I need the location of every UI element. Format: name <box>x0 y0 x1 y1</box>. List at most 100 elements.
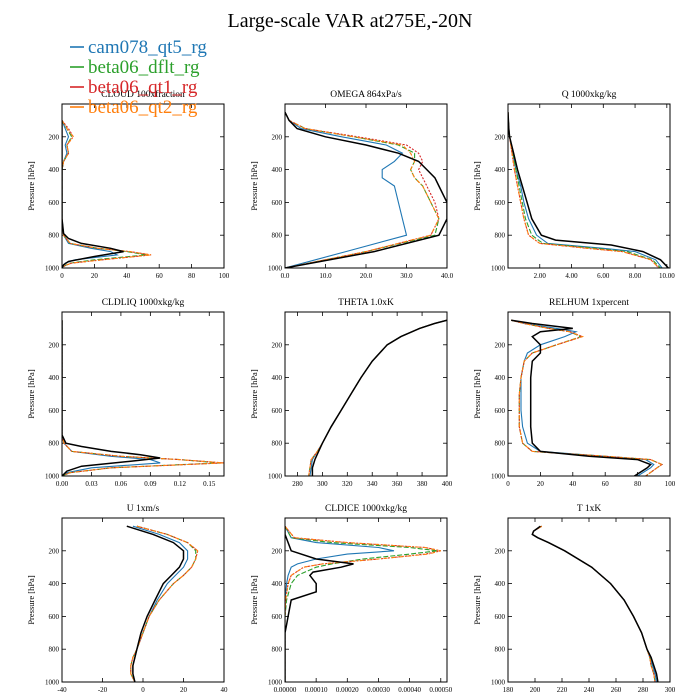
series-line-4 <box>62 120 152 268</box>
series-line-2 <box>531 525 656 682</box>
series-line-4 <box>308 319 447 476</box>
panel-title: CLDICE 1000xkg/kg <box>325 504 407 514</box>
series-line-1 <box>531 525 658 682</box>
y-tick-label: 200 <box>495 133 506 141</box>
x-tick-label: 0.00020 <box>336 686 359 694</box>
y-tick-label: 600 <box>272 199 283 207</box>
x-tick-label: 0.06 <box>115 480 128 488</box>
x-tick-label: 0.0 <box>281 272 290 280</box>
series-line-1 <box>285 525 395 682</box>
legend-entry: beta06_dflt_rg <box>88 57 200 78</box>
x-tick-label: 400 <box>442 480 453 488</box>
y-tick-label: 1000 <box>491 679 506 687</box>
y-tick-label: 800 <box>495 232 506 240</box>
x-tick-label: 0.15 <box>203 480 216 488</box>
plot-frame <box>284 103 448 269</box>
x-tick-label: 0.09 <box>144 480 157 488</box>
y-axis-label: Pressure [hPa] <box>26 161 36 211</box>
series-line-3 <box>511 319 664 476</box>
panel-2: OMEGA 864xPa/s Pressure [hPa] 200 400 600 800… <box>249 90 454 280</box>
series-line-5 <box>311 319 447 476</box>
x-tick-label: 20 <box>91 272 99 280</box>
x-tick-label: 80 <box>634 480 642 488</box>
series-line-5 <box>285 526 354 682</box>
x-tick-label: 0.00030 <box>367 686 390 694</box>
y-tick-label: 800 <box>495 440 506 448</box>
series-line-2 <box>285 111 440 268</box>
x-tick-label: 100 <box>219 272 230 280</box>
y-tick-label: 200 <box>272 341 283 349</box>
y-tick-label: 600 <box>272 407 283 415</box>
panel-title: T 1xK <box>577 504 602 514</box>
y-tick-label: 200 <box>495 341 506 349</box>
y-axis-label: Pressure [hPa] <box>249 369 259 419</box>
x-tick-label: 8.00 <box>629 272 642 280</box>
panel-5: THETA 1.0xK Pressure [hPa] 200 400 600 800 100… <box>249 298 453 488</box>
x-tick-label: 0 <box>141 686 145 694</box>
y-axis-label: Pressure [hPa] <box>26 369 36 419</box>
series-line-3 <box>285 111 440 268</box>
x-tick-label: 0.03 <box>85 480 98 488</box>
y-tick-label: 1000 <box>45 473 60 481</box>
y-axis-label: Pressure [hPa] <box>26 575 36 625</box>
series-line-2 <box>511 319 664 476</box>
x-tick-label: 40 <box>221 686 229 694</box>
x-tick-label: 220 <box>557 686 568 694</box>
y-tick-label: 200 <box>49 341 60 349</box>
y-tick-label: 200 <box>272 133 283 141</box>
plot-frame <box>284 311 448 477</box>
x-tick-label: 300 <box>317 480 328 488</box>
series-line-4 <box>511 319 664 476</box>
y-tick-label: 400 <box>495 580 506 588</box>
panel-8: CLDICE 1000xkg/kg Pressure [hPa] 200 400 600… <box>249 504 453 694</box>
y-tick-label: 400 <box>272 166 283 174</box>
y-tick-label: 1000 <box>45 679 60 687</box>
x-tick-label: 4.00 <box>565 272 578 280</box>
series-line-5 <box>126 525 185 682</box>
series-line-3 <box>62 120 152 268</box>
y-tick-label: 1000 <box>45 265 60 273</box>
series-line-4 <box>130 525 199 682</box>
panel-title: RELHUM 1xpercent <box>549 298 629 308</box>
series-line-2 <box>308 319 447 476</box>
x-tick-label: 0.00000 <box>274 686 297 694</box>
x-tick-label: 280 <box>638 686 649 694</box>
y-tick-label: 800 <box>49 232 60 240</box>
legend-entry: beta06_qt2_rg <box>88 97 198 118</box>
panel-3: Q 1000xkg/kg Pressure [hPa] 200 400 600 800 10… <box>472 90 675 280</box>
x-tick-label: 40.0 <box>441 272 454 280</box>
x-tick-label: 300 <box>665 686 676 694</box>
series-line-5 <box>508 112 669 268</box>
x-tick-label: 240 <box>584 686 595 694</box>
y-tick-label: 400 <box>495 166 506 174</box>
x-tick-label: 10.0 <box>319 272 332 280</box>
y-tick-label: 600 <box>49 199 60 207</box>
x-tick-label: 320 <box>342 480 353 488</box>
plot-frame <box>61 311 225 477</box>
series-line-5 <box>511 319 652 476</box>
series-line-2 <box>285 525 438 682</box>
series-line-1 <box>132 525 189 682</box>
series-line-1 <box>62 120 119 268</box>
y-tick-label: 600 <box>49 613 60 621</box>
x-tick-label: 40 <box>123 272 131 280</box>
y-tick-label: 400 <box>495 374 506 382</box>
series-line-5 <box>531 525 659 682</box>
series-line-4 <box>531 525 656 682</box>
y-tick-label: 800 <box>49 646 60 654</box>
series-line-1 <box>62 320 161 476</box>
plot-frame <box>61 517 225 683</box>
x-tick-label: 2.00 <box>534 272 547 280</box>
x-tick-label: 280 <box>292 480 303 488</box>
panel-title: CLDLIQ 1000xkg/kg <box>102 298 185 308</box>
x-tick-label: 0.00040 <box>398 686 421 694</box>
x-tick-label: 20 <box>180 686 188 694</box>
panel-title: U 1xm/s <box>127 504 160 514</box>
x-tick-label: 180 <box>503 686 514 694</box>
plot-frame <box>284 517 448 683</box>
y-tick-label: 400 <box>272 580 283 588</box>
